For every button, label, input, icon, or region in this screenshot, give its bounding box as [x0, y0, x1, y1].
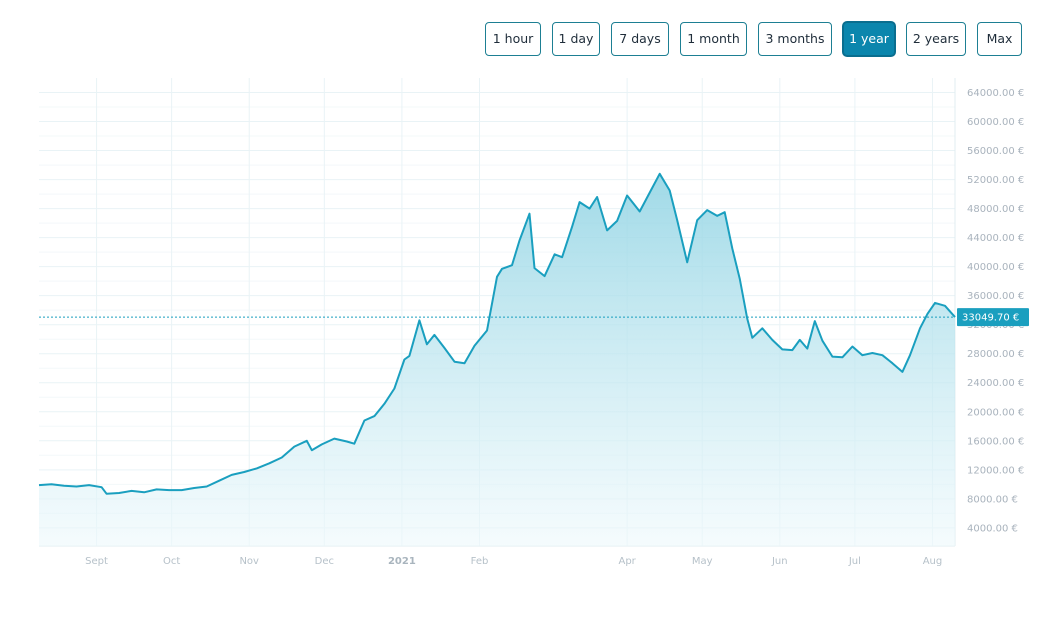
y-tick-label: 56000.00 € [967, 146, 1024, 157]
range-button-1-day[interactable]: 1 day [552, 22, 600, 56]
price-area [39, 173, 955, 547]
price-line [38, 172, 956, 495]
y-tick-label: 44000.00 € [967, 233, 1024, 244]
y-tick-label: 64000.00 € [967, 88, 1024, 99]
x-tick-label: May [692, 556, 713, 567]
range-button-3-months[interactable]: 3 months [758, 22, 832, 56]
range-button-7-days[interactable]: 7 days [611, 22, 669, 56]
x-tick-label: Jul [848, 556, 861, 567]
y-tick-label: 28000.00 € [967, 349, 1024, 360]
current-price-tag: 33049.70 € [957, 308, 1029, 327]
y-tick-label: 48000.00 € [967, 204, 1024, 215]
x-tick-label: Dec [315, 556, 334, 567]
range-button-1-year[interactable]: 1 year [843, 22, 895, 56]
y-tick-label: 60000.00 € [967, 117, 1024, 128]
y-axis: 4000.00 € 8000.00 € 12000.00 € 16000.00 € 20… [967, 88, 1024, 534]
y-tick-label: 4000.00 € [967, 523, 1018, 534]
time-range-selector: 1 hour 1 day 7 days 1 month 3 months 1 year 2 … [485, 22, 1022, 58]
current-price-label: 33049.70 € [962, 313, 1019, 324]
y-tick-label: 16000.00 € [967, 436, 1024, 447]
x-tick-label: Apr [618, 556, 636, 567]
x-tick-label: Jun [771, 556, 788, 567]
x-tick-label: Feb [471, 556, 489, 567]
x-tick-label: Sept [85, 556, 108, 567]
x-tick-label: Nov [239, 556, 259, 567]
y-tick-label: 20000.00 € [967, 407, 1024, 418]
x-axis: Sept Oct Nov Dec 2021 Feb Apr May Jun Jul Aug [85, 556, 942, 567]
range-button-1-month[interactable]: 1 month [680, 22, 747, 56]
x-tick-label: Oct [163, 556, 180, 567]
y-tick-label: 8000.00 € [967, 494, 1018, 505]
y-tick-label: 24000.00 € [967, 378, 1024, 389]
x-tick-label: 2021 [388, 556, 416, 567]
y-tick-label: 36000.00 € [967, 291, 1024, 302]
y-tick-label: 12000.00 € [967, 465, 1024, 476]
range-button-1-hour[interactable]: 1 hour [485, 22, 541, 56]
y-tick-label: 40000.00 € [967, 262, 1024, 273]
y-tick-label: 52000.00 € [967, 175, 1024, 186]
range-button-max[interactable]: Max [977, 22, 1022, 56]
range-button-2-years[interactable]: 2 years [906, 22, 966, 56]
x-tick-label: Aug [923, 556, 943, 567]
current-price-tag-bg [957, 308, 1029, 327]
